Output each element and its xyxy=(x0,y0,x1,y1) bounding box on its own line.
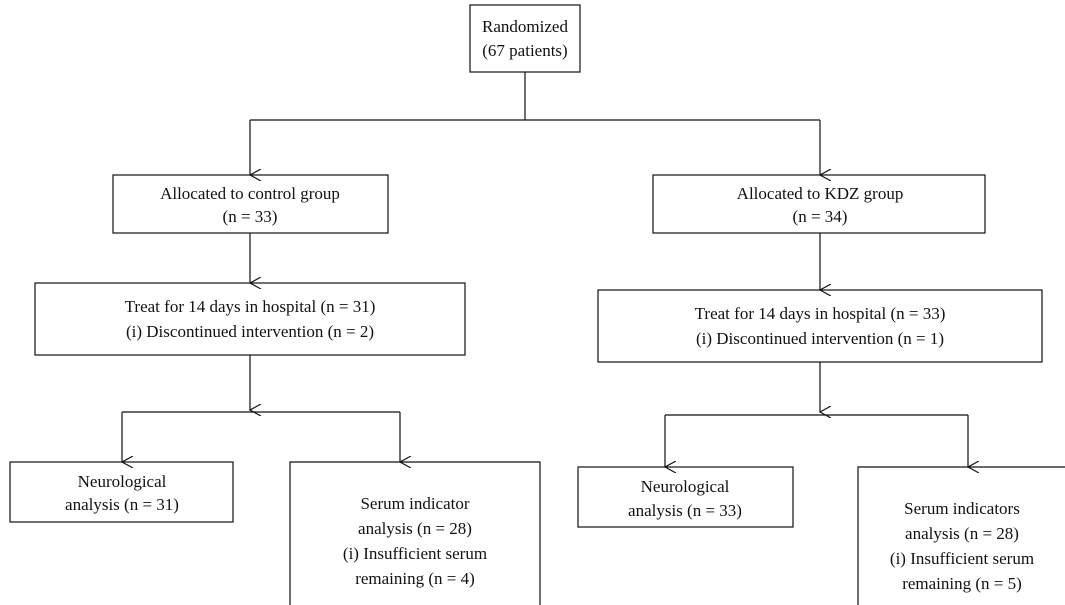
box xyxy=(857,466,1065,605)
box xyxy=(289,461,541,605)
node-label: (i) Insufficient serum xyxy=(890,549,1034,568)
box xyxy=(597,289,1043,363)
node-label: (i) Discontinued intervention (n = 1) xyxy=(696,329,944,348)
node-label: Serum indicator xyxy=(360,494,469,513)
node-label: Allocated to control group xyxy=(160,184,340,203)
node-label: remaining (n = 4) xyxy=(355,569,475,588)
boxes xyxy=(9,4,1065,605)
node-label: (n = 33) xyxy=(223,207,278,226)
box xyxy=(652,174,986,234)
node-label: analysis (n = 33) xyxy=(628,501,742,520)
box xyxy=(9,461,234,523)
node-label: Neurological xyxy=(641,477,730,496)
node-label: analysis (n = 31) xyxy=(65,495,179,514)
node-label: Treat for 14 days in hospital (n = 33) xyxy=(695,304,946,323)
connectors xyxy=(122,72,968,467)
node-label: Randomized xyxy=(482,17,568,36)
labels: Randomized (67 patients) Allocated to cont… xyxy=(65,17,1034,593)
box xyxy=(577,466,794,528)
node-label: analysis (n = 28) xyxy=(905,524,1019,543)
box xyxy=(469,4,581,73)
node-label: (67 patients) xyxy=(482,41,567,60)
node-label: Neurological xyxy=(78,472,167,491)
node-label: Serum indicators xyxy=(904,499,1020,518)
node-label: Allocated to KDZ group xyxy=(737,184,904,203)
box xyxy=(34,282,466,356)
node-label: (i) Insufficient serum xyxy=(343,544,487,563)
node-label: Treat for 14 days in hospital (n = 31) xyxy=(125,297,376,316)
node-label: analysis (n = 28) xyxy=(358,519,472,538)
box xyxy=(112,174,389,234)
node-label: (i) Discontinued intervention (n = 2) xyxy=(126,322,374,341)
node-label: (n = 34) xyxy=(793,207,848,226)
node-label: remaining (n = 5) xyxy=(902,574,1022,593)
